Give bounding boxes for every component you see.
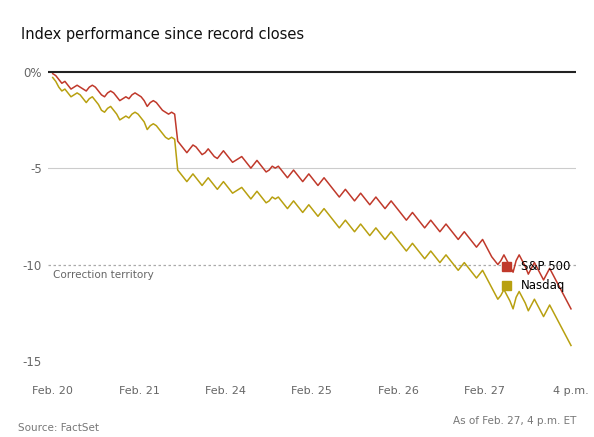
Text: Source: FactSet: Source: FactSet xyxy=(18,423,99,433)
Text: Index performance since record closes: Index performance since record closes xyxy=(21,27,304,42)
Legend: S&P 500, Nasdaq: S&P 500, Nasdaq xyxy=(502,260,570,292)
Text: As of Feb. 27, 4 p.m. ET: As of Feb. 27, 4 p.m. ET xyxy=(453,416,576,426)
Text: Correction territory: Correction territory xyxy=(53,271,154,280)
